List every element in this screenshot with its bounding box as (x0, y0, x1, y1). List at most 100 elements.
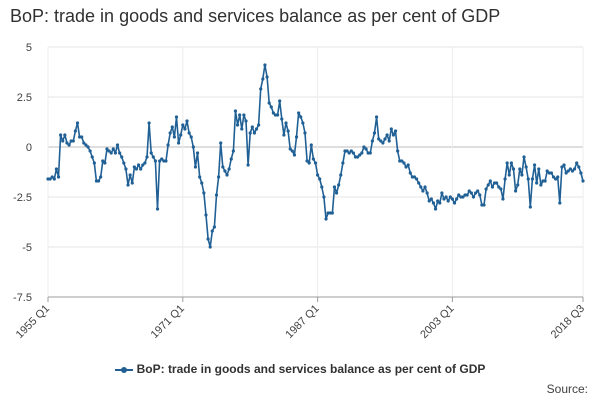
data-point (360, 151, 364, 155)
data-point (164, 159, 168, 163)
data-point (332, 185, 337, 189)
x-tick-label: 2018 Q3 (549, 303, 587, 341)
data-point (96, 179, 101, 183)
data-point (84, 143, 88, 147)
data-point (65, 141, 69, 145)
data-point (269, 105, 273, 109)
data-point (204, 213, 208, 217)
data-point (149, 151, 153, 155)
data-point (381, 141, 385, 145)
data-point (482, 203, 486, 207)
data-point (155, 207, 160, 211)
data-point (59, 133, 63, 137)
data-point (457, 193, 461, 197)
data-point (200, 181, 204, 185)
data-point (345, 149, 349, 153)
data-point (427, 199, 431, 203)
data-point (421, 189, 425, 193)
data-point (168, 131, 172, 135)
data-point (244, 119, 248, 123)
data-point (431, 201, 436, 205)
y-axis: 5 2.5 0 -2.5 -5 -7.5 (13, 42, 32, 304)
data-point (80, 135, 84, 139)
data-point (349, 149, 353, 153)
data-point (118, 151, 122, 155)
data-point (564, 171, 568, 175)
data-point (103, 161, 107, 165)
data-point (577, 165, 581, 169)
data-point (271, 111, 275, 115)
data-point (303, 131, 307, 135)
data-point (404, 165, 408, 169)
data-point (280, 117, 284, 121)
data-point (575, 161, 579, 165)
chart-title: BoP: trade in goods and services balance… (10, 6, 501, 26)
data-point (501, 197, 505, 201)
data-point (172, 135, 176, 139)
data-point (507, 173, 511, 177)
data-point (393, 129, 398, 133)
data-point (136, 163, 141, 167)
data-point (568, 167, 572, 171)
data-point (320, 185, 324, 189)
data-point (543, 179, 547, 183)
data-point (478, 193, 482, 197)
data-point (174, 115, 179, 119)
data-point (341, 161, 345, 165)
x-tick-label: 2003 Q1 (418, 303, 456, 341)
data-point (549, 171, 554, 175)
data-point (297, 111, 301, 115)
data-point (358, 153, 362, 157)
x-tick-label: 1971 Q1 (149, 303, 187, 341)
data-point (530, 177, 535, 181)
series-layer (46, 63, 585, 249)
data-point (235, 123, 240, 127)
data-point (452, 201, 457, 205)
data-point (153, 159, 158, 163)
data-point (191, 145, 195, 149)
data-point (396, 149, 400, 153)
data-point (516, 183, 520, 187)
data-point (141, 163, 145, 167)
data-point (490, 185, 495, 189)
data-point (476, 189, 480, 193)
data-point (252, 131, 257, 135)
data-point (290, 149, 294, 153)
legend: BoP: trade in goods and services balance… (0, 362, 600, 376)
data-point (132, 165, 136, 169)
data-point (254, 127, 259, 131)
data-point (147, 121, 151, 125)
data-point (257, 123, 261, 127)
data-point (558, 201, 562, 205)
data-point (351, 151, 356, 155)
data-point (48, 177, 52, 181)
data-point (120, 155, 124, 159)
data-point (524, 165, 528, 169)
data-point (187, 131, 191, 135)
data-point (238, 113, 242, 117)
data-point (88, 149, 92, 153)
legend-line-marker-icon (114, 366, 133, 373)
data-point (233, 109, 238, 113)
data-point (526, 177, 530, 181)
data-point (240, 127, 244, 131)
data-point (189, 135, 193, 139)
data-point (440, 191, 444, 195)
data-point (301, 121, 305, 125)
data-point (579, 171, 583, 175)
data-point (402, 161, 406, 165)
data-point (417, 181, 421, 185)
data-point (337, 183, 341, 187)
data-point (522, 155, 526, 159)
data-point (537, 167, 541, 171)
x-axis: 1955 Q1 1971 Q1 1987 Q1 2003 Q1 2018 Q3 (14, 296, 587, 341)
data-point (469, 191, 473, 195)
data-point (183, 127, 187, 131)
data-point (535, 181, 539, 185)
data-point (198, 175, 202, 179)
data-point (214, 193, 219, 197)
data-point (379, 139, 383, 143)
data-point (488, 179, 492, 183)
data-point (158, 159, 162, 163)
